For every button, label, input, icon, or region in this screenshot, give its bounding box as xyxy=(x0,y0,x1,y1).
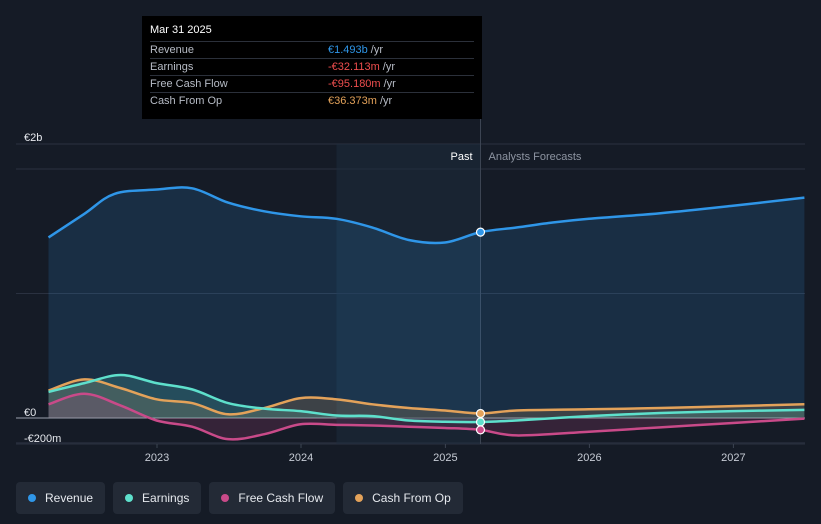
past-highlight xyxy=(336,144,481,444)
area-free-cash-flow xyxy=(48,393,805,440)
tooltip-row-free-cash-flow: Free Cash Flow -€95.180m /yr xyxy=(150,75,474,92)
regions xyxy=(336,119,482,444)
x-tick-label: 2023 xyxy=(145,452,169,464)
legend-label: Free Cash Flow xyxy=(238,491,324,505)
legend-dot-icon xyxy=(221,494,230,502)
tooltip-row-revenue: Revenue €1.493b /yr xyxy=(150,41,474,58)
line-cash-from-op xyxy=(48,378,805,416)
past-label: Past xyxy=(450,151,472,163)
tooltip-row-value: €36.373m xyxy=(328,95,377,107)
line-free-cash-flow xyxy=(48,392,805,441)
x-tick-label: 2026 xyxy=(577,452,601,464)
y-tick-label: -€200m xyxy=(24,433,61,445)
tooltip-row-value: -€32.113m xyxy=(328,61,380,73)
line-revenue xyxy=(47,186,805,245)
tooltip-row-name: Free Cash Flow xyxy=(150,78,228,90)
y-tick-label: €0 xyxy=(24,407,36,419)
tooltip-row-value: €1.493b xyxy=(328,44,368,56)
marker-free-cash-flow xyxy=(475,425,486,435)
tooltip-row-unit: /yr xyxy=(379,95,393,107)
tooltip-row-name: Revenue xyxy=(150,44,195,56)
tooltip-date: Mar 31 2025 xyxy=(150,24,212,36)
tooltip-row-value: -€95.180m xyxy=(328,78,381,90)
line-earnings xyxy=(48,373,805,424)
tooltip-row-unit: /yr xyxy=(383,78,396,90)
x-tick-label: 2024 xyxy=(289,452,313,464)
marker-cash-from-op xyxy=(475,408,486,419)
legend-dot-icon xyxy=(355,494,364,502)
series-lines xyxy=(47,186,805,441)
legend-item-earnings[interactable]: Earnings xyxy=(113,482,202,514)
legend-item-revenue[interactable]: Revenue xyxy=(16,482,106,514)
legend-dot-icon xyxy=(125,494,134,502)
tooltip-row-name: Cash From Op xyxy=(150,95,223,107)
legend-dot-icon xyxy=(28,494,36,502)
legend-label: Earnings xyxy=(142,491,190,505)
legend-label: Revenue xyxy=(45,491,94,505)
tooltip-row-earnings: Earnings -€32.113m /yr xyxy=(150,58,474,75)
x-tick-label: 2025 xyxy=(433,452,457,464)
forecast-label: Analysts Forecasts xyxy=(489,151,582,163)
chart: €2b €0 -€200m 2023 2024 2025 2026 2027 Past An… xyxy=(16,119,805,464)
series-areas xyxy=(48,187,805,440)
area-revenue xyxy=(48,187,805,418)
legend-item-free-cash-flow[interactable]: Free Cash Flow xyxy=(209,482,336,514)
tooltip-row-name: Earnings xyxy=(150,61,194,73)
y-tick-label: €2b xyxy=(24,132,42,144)
legend-label: Cash From Op xyxy=(372,491,451,505)
marker-revenue xyxy=(475,227,486,237)
tooltip-markers xyxy=(475,227,486,435)
tooltip-row-cash-from-op: Cash From Op €36.373m /yr xyxy=(150,92,474,109)
y-axis-labels: €2b €0 -€200m xyxy=(24,132,61,445)
tooltip: Mar 31 2025 Revenue €1.493b /yr Earnings… xyxy=(142,16,482,119)
x-axis-labels: 2023 2024 2025 2026 2027 xyxy=(145,444,746,464)
area-earnings xyxy=(48,375,805,423)
tooltip-row-unit: /yr xyxy=(370,44,383,56)
x-tick-label: 2027 xyxy=(721,452,745,464)
legend: Revenue Earnings Free Cash Flow Cash Fro… xyxy=(16,482,463,514)
legend-item-cash-from-op[interactable]: Cash From Op xyxy=(343,482,463,514)
tooltip-row-unit: /yr xyxy=(382,61,396,73)
marker-earnings xyxy=(475,417,486,427)
